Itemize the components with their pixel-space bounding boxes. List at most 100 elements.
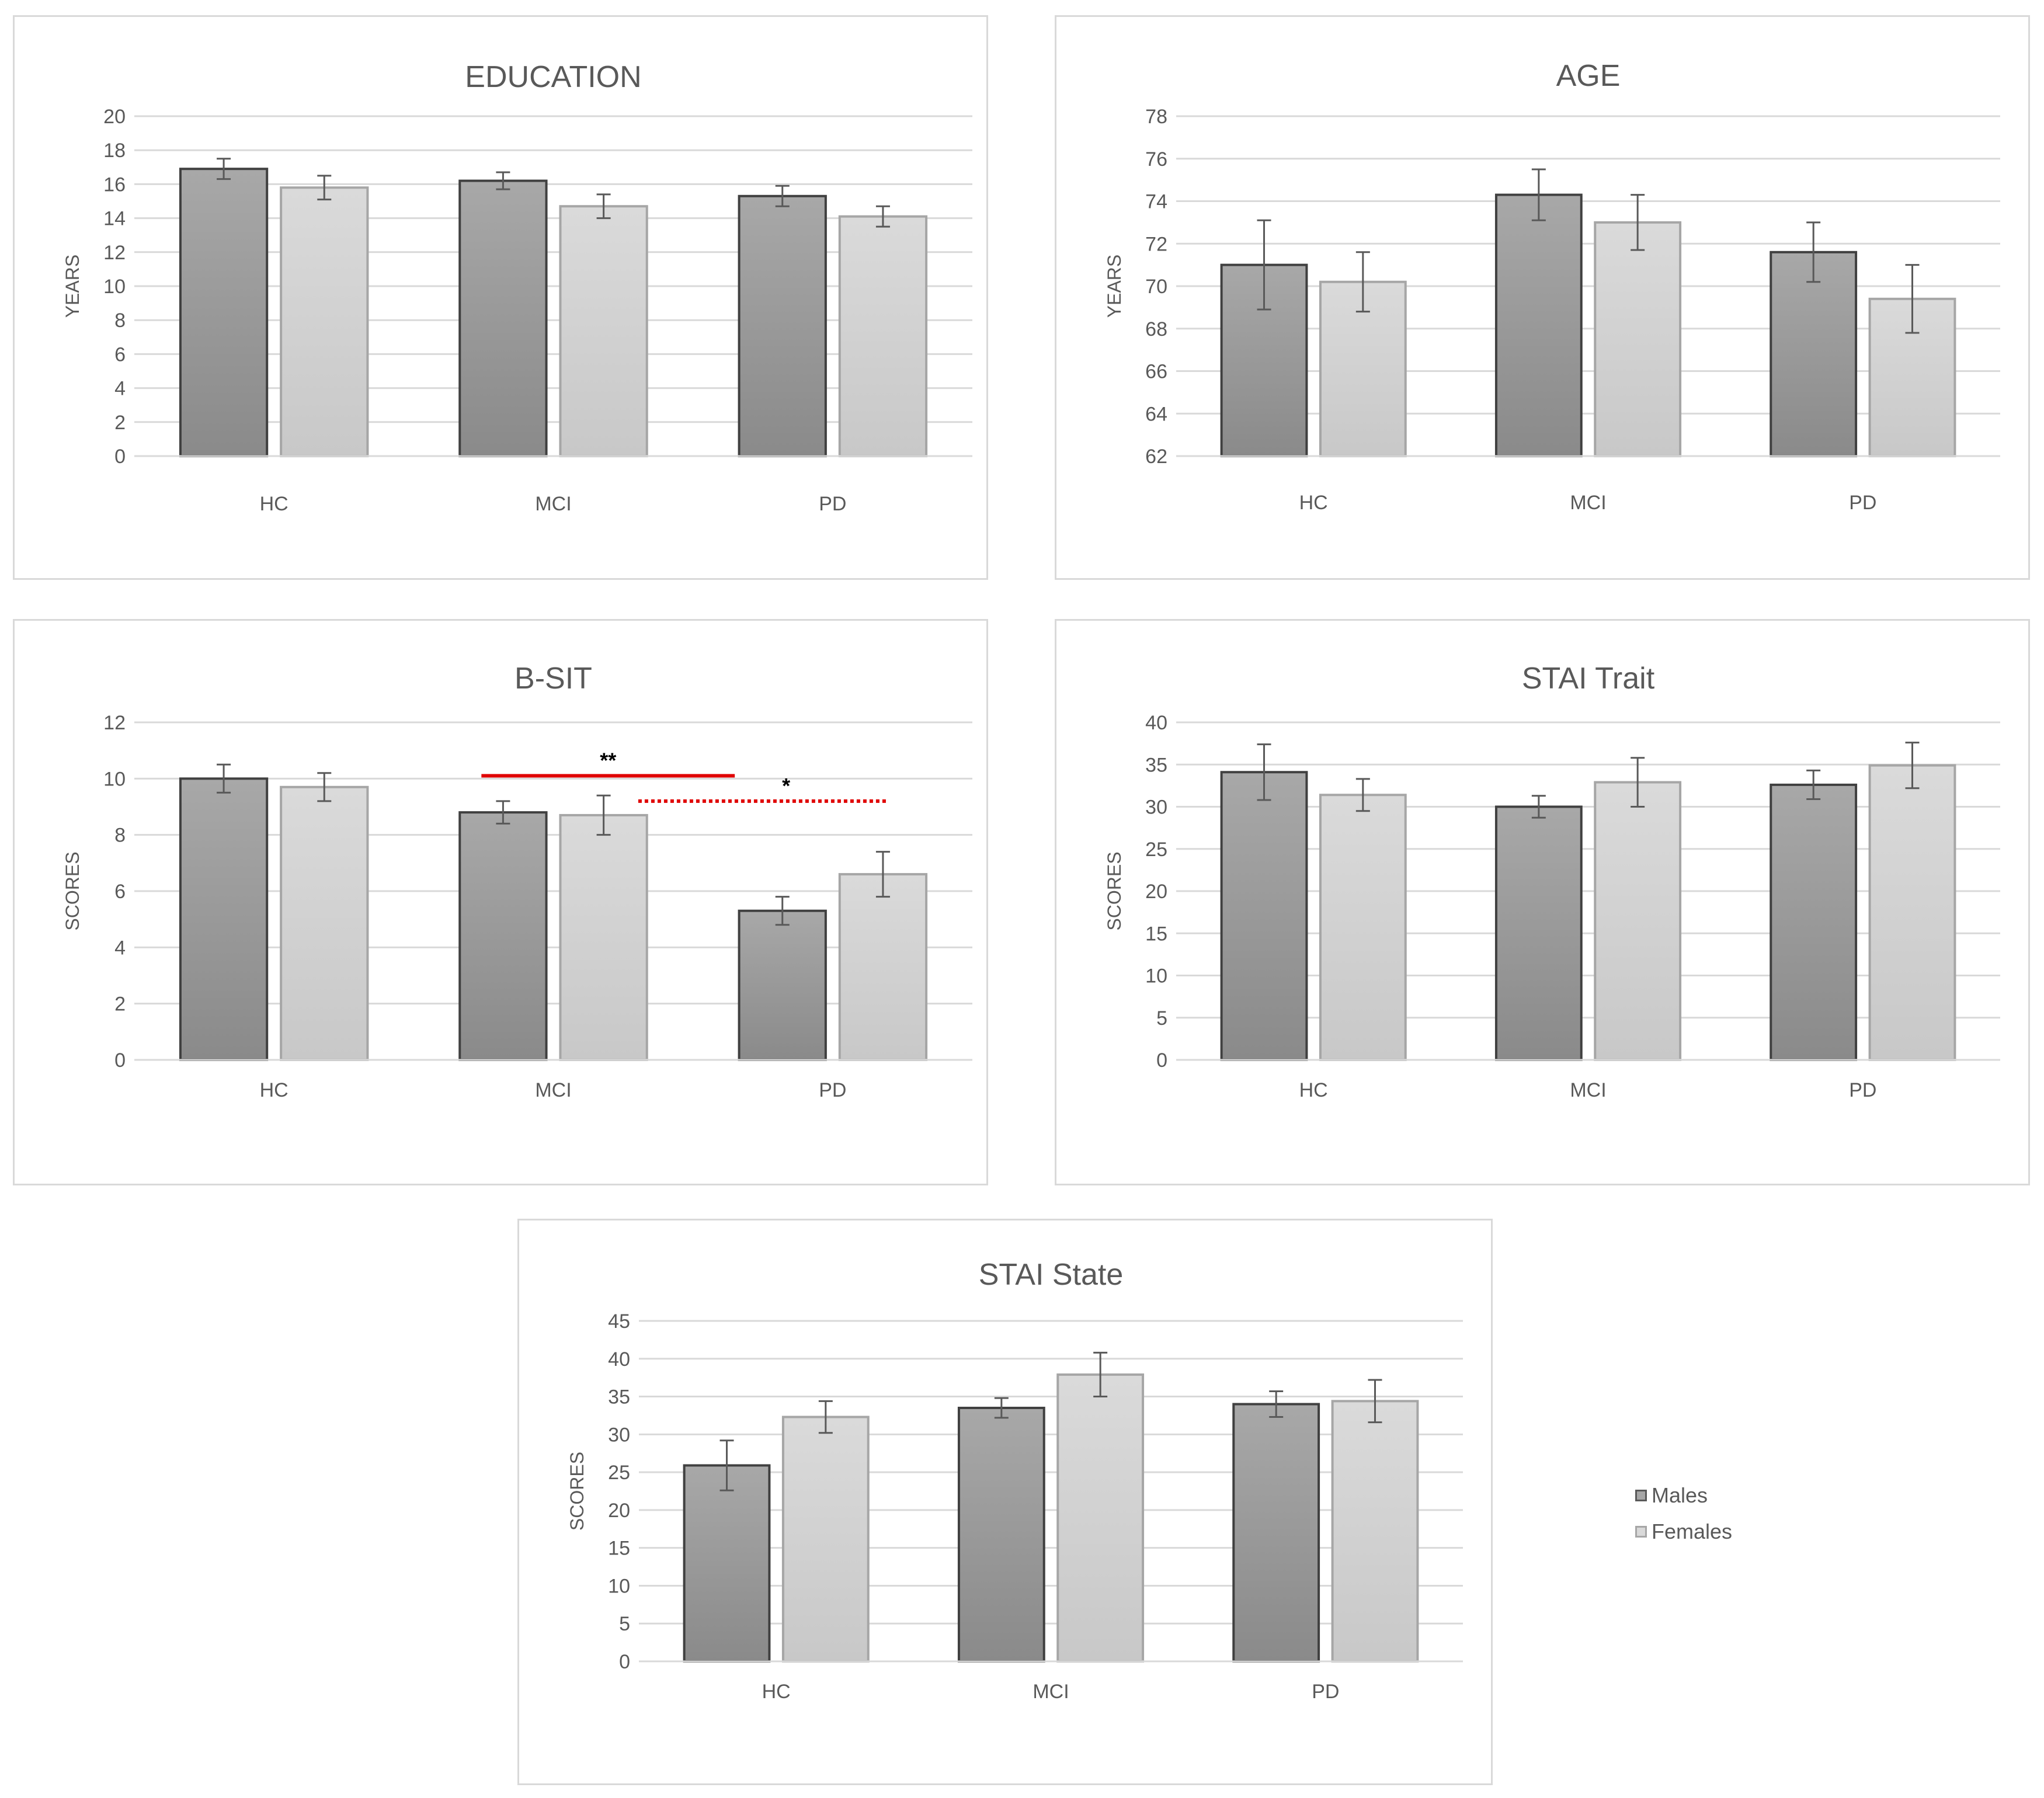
x-tick-label-hc: HC <box>1299 1079 1328 1101</box>
y-tick-label: 35 <box>608 1386 630 1409</box>
x-tick-label-hc: HC <box>260 1079 288 1101</box>
y-tick-label: 62 <box>1145 446 1167 468</box>
x-tick-label-hc: HC <box>762 1681 791 1703</box>
chart-title: STAI State <box>979 1258 1124 1292</box>
y-tick-label: 2 <box>114 412 126 434</box>
y-tick-label: 25 <box>1145 839 1167 861</box>
bar-females-mci <box>559 205 648 457</box>
y-tick-label: 4 <box>114 378 126 400</box>
y-tick-label: 74 <box>1145 191 1167 213</box>
y-tick-label: 30 <box>608 1424 630 1446</box>
x-tick-label-pd: PD <box>819 493 846 515</box>
y-tick-label: 10 <box>103 276 126 298</box>
y-tick-label: 0 <box>619 1651 630 1673</box>
bar-females-mci <box>1594 781 1682 1061</box>
chart-panel-stai-state: STAI State 0 5 10 15 20 25 30 35 40 45 SCORES HC MCI P… <box>517 1219 1493 1785</box>
legend-item-males: Males <box>1635 1477 1732 1514</box>
y-tick-label: 8 <box>114 309 126 332</box>
chart-title: STAI Trait <box>1522 662 1655 695</box>
bar-males-hc <box>179 777 269 1061</box>
y-tick-label: 25 <box>608 1462 630 1484</box>
bar-females-pd <box>1331 1400 1419 1663</box>
y-tick-label: 18 <box>103 140 126 162</box>
chart-panel-education: EDUCATION 0 2 4 6 8 10 12 14 16 18 20 YEARS HC MCI PD <box>13 15 988 580</box>
bar-males-mci <box>957 1406 1045 1663</box>
y-tick-label: 4 <box>114 937 126 959</box>
bar-males-pd <box>738 909 827 1062</box>
bar-females-hc <box>781 1416 870 1663</box>
bar-males-mci <box>1494 193 1583 457</box>
y-tick-label: 8 <box>114 825 126 847</box>
y-axis-label: YEARS <box>62 255 83 318</box>
y-tick-label: 64 <box>1145 403 1167 425</box>
y-tick-label: 16 <box>103 173 126 196</box>
y-tick-label: 0 <box>114 446 126 468</box>
y-tick-label: 45 <box>608 1310 630 1333</box>
y-axis-label: SCORES <box>62 851 83 930</box>
chart-title: AGE <box>1556 59 1621 93</box>
bar-males-pd <box>738 194 827 457</box>
bar-males-mci <box>458 811 548 1061</box>
legend-swatch-males <box>1635 1490 1647 1501</box>
y-tick-label: 10 <box>1145 965 1167 987</box>
bar-females-mci <box>1594 221 1682 457</box>
y-tick-label: 15 <box>1145 923 1167 945</box>
y-tick-label: 20 <box>103 106 126 128</box>
y-tick-label: 20 <box>608 1500 630 1522</box>
y-tick-label: 35 <box>1145 754 1167 776</box>
y-tick-label: 40 <box>1145 712 1167 734</box>
x-tick-label-mci: MCI <box>1033 1681 1069 1703</box>
y-tick-label: 66 <box>1145 361 1167 383</box>
chart-legend: Males Females <box>1635 1477 1732 1550</box>
bar-females-pd <box>1868 764 1956 1061</box>
y-tick-label: 20 <box>1145 881 1167 903</box>
bar-males-hc <box>179 168 269 457</box>
legend-label-females: Females <box>1652 1519 1733 1543</box>
y-tick-label: 6 <box>114 881 126 903</box>
x-tick-label-mci: MCI <box>1570 492 1606 514</box>
x-tick-label-pd: PD <box>1312 1681 1339 1703</box>
bar-females-mci <box>559 813 648 1061</box>
bar-females-pd <box>838 215 928 457</box>
y-tick-label: 12 <box>103 712 126 734</box>
x-tick-label-mci: MCI <box>535 493 571 515</box>
bar-males-hc <box>1220 771 1308 1061</box>
chart-education: EDUCATION 0 2 4 6 8 10 12 14 16 18 20 YEARS HC MCI PD <box>62 60 972 515</box>
y-tick-label: 6 <box>114 343 126 366</box>
bar-females-pd <box>838 873 928 1061</box>
y-axis-label: YEARS <box>1104 255 1125 318</box>
y-tick-label: 76 <box>1145 148 1167 171</box>
y-tick-label: 78 <box>1145 106 1167 128</box>
y-axis-label: SCORES <box>566 1452 588 1531</box>
y-tick-label: 72 <box>1145 233 1167 255</box>
significance-marker: ** <box>600 749 616 773</box>
y-tick-label: 10 <box>103 768 126 790</box>
legend-item-females: Females <box>1635 1514 1732 1550</box>
x-tick-label-pd: PD <box>819 1079 846 1101</box>
bar-males-pd <box>1770 783 1858 1061</box>
y-tick-label: 2 <box>114 993 126 1015</box>
y-tick-label: 10 <box>608 1575 630 1597</box>
y-tick-label: 0 <box>114 1049 126 1072</box>
y-tick-label: 5 <box>619 1613 630 1635</box>
bar-males-pd <box>1232 1403 1320 1663</box>
y-tick-label: 70 <box>1145 276 1167 298</box>
y-tick-label: 15 <box>608 1538 630 1560</box>
chart-title: EDUCATION <box>465 60 641 94</box>
y-tick-label: 5 <box>1156 1007 1167 1030</box>
chart-age: AGE 62 64 66 68 70 72 74 76 78 YEARS HC MCI PD <box>1104 59 2000 514</box>
y-tick-label: 14 <box>103 208 126 230</box>
x-tick-label-pd: PD <box>1849 1079 1876 1101</box>
y-axis-label: SCORES <box>1104 851 1125 930</box>
chart-stai-state: STAI State 0 5 10 15 20 25 30 35 40 45 SCORES HC MCI P… <box>566 1258 1463 1703</box>
x-tick-label-mci: MCI <box>1570 1079 1606 1101</box>
bar-males-mci <box>1494 805 1583 1061</box>
chart-stai-trait: STAI Trait 0 5 10 15 20 25 30 35 40 SCORES HC MCI PD <box>1104 662 2000 1101</box>
bar-males-pd <box>1770 251 1858 457</box>
bar-females-hc <box>280 186 369 457</box>
x-tick-label-hc: HC <box>260 493 288 515</box>
x-tick-label-mci: MCI <box>535 1079 571 1101</box>
chart-panel-stai-trait: STAI Trait 0 5 10 15 20 25 30 35 40 SCORES HC MCI PD <box>1055 619 2030 1185</box>
y-tick-label: 12 <box>103 242 126 264</box>
